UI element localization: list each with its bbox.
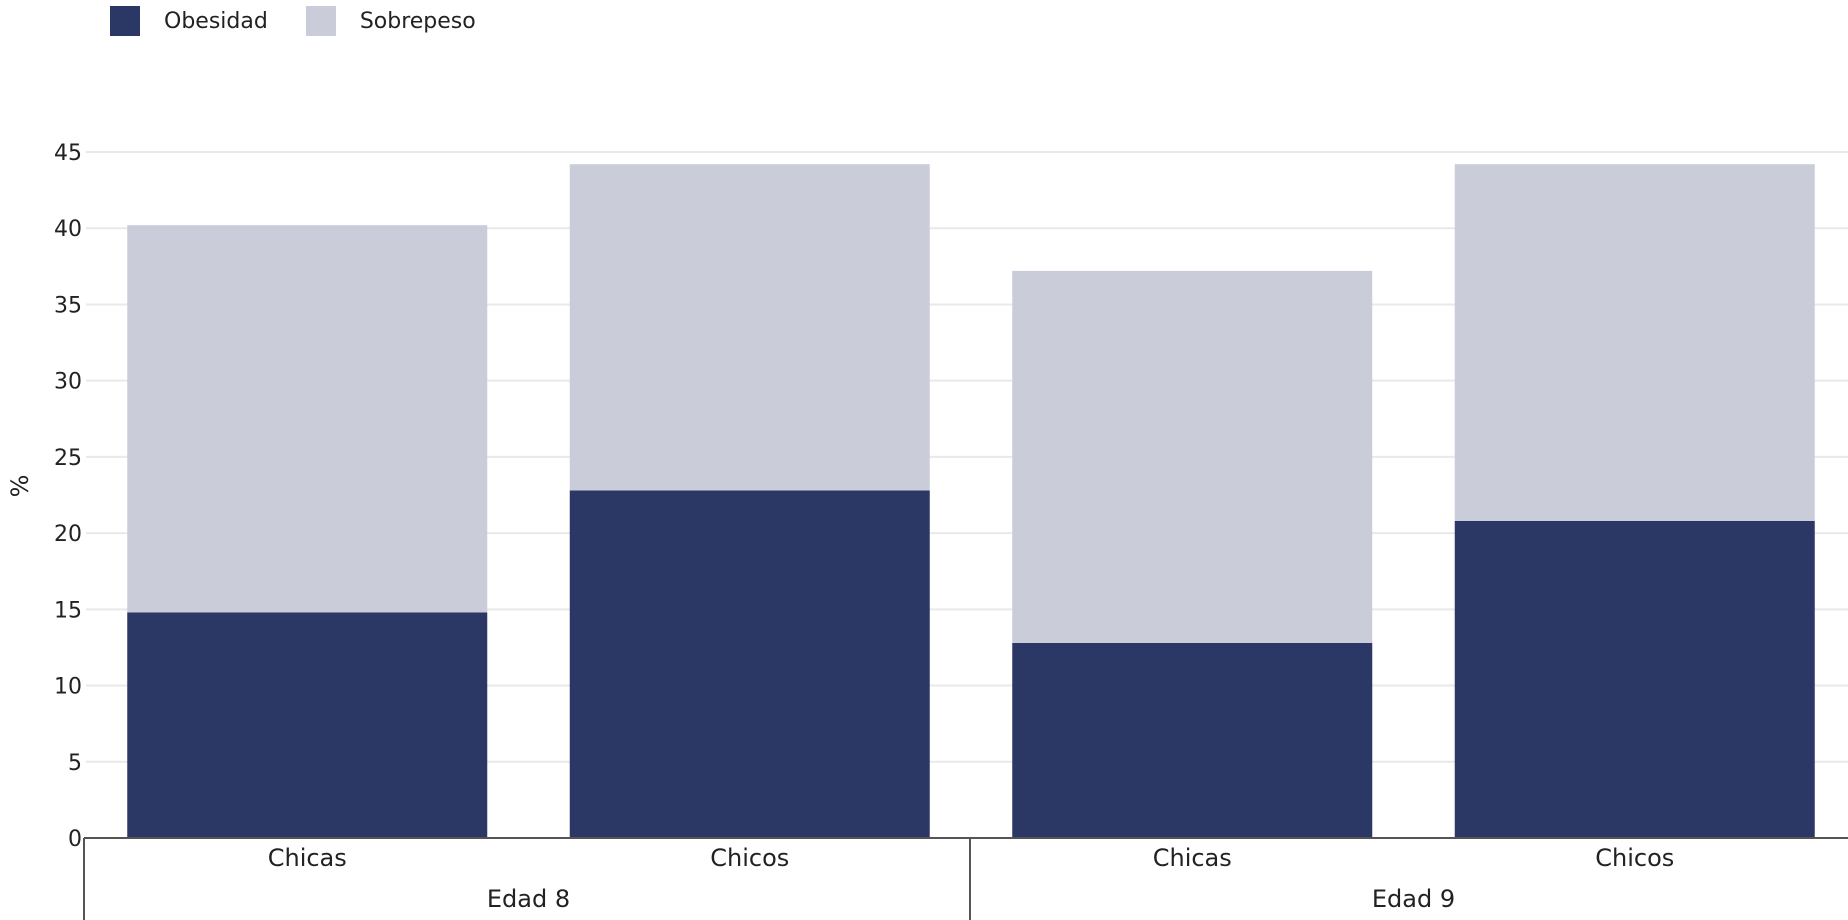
x-tick-label: Chicos <box>710 844 789 872</box>
bar-sobrepeso[interactable] <box>127 225 488 613</box>
y-tick-label: 35 <box>54 293 82 318</box>
bar-sobrepeso[interactable] <box>1012 270 1373 643</box>
y-tick-label: 40 <box>54 217 82 242</box>
y-tick-label: 20 <box>54 522 82 547</box>
legend: Obesidad Sobrepeso <box>110 6 476 36</box>
y-tick-label: 30 <box>54 370 82 395</box>
legend-label-sobrepeso: Sobrepeso <box>359 8 476 34</box>
legend-swatch-obesidad <box>110 6 140 36</box>
bar-obesidad[interactable] <box>569 490 930 838</box>
x-tick-label: Chicos <box>1595 844 1674 872</box>
group-label: Edad 9 <box>1372 885 1455 913</box>
bar-sobrepeso[interactable] <box>1454 164 1815 521</box>
y-tick-label: 5 <box>68 751 82 776</box>
x-tick-label: Chicas <box>268 844 347 872</box>
bar-obesidad[interactable] <box>1454 520 1815 838</box>
legend-swatch-sobrepeso <box>305 6 336 36</box>
bar-obesidad[interactable] <box>1012 642 1373 838</box>
legend-item-sobrepeso[interactable]: Sobrepeso <box>305 6 476 36</box>
bar-obesidad[interactable] <box>127 612 488 838</box>
y-tick-label: 25 <box>54 446 82 471</box>
group-label: Edad 8 <box>487 885 570 913</box>
legend-label-obesidad: Obesidad <box>164 8 268 34</box>
x-tick-label: Chicas <box>1153 844 1232 872</box>
y-axis-label: % <box>6 475 34 498</box>
y-tick-label: 10 <box>54 675 82 700</box>
legend-item-obesidad[interactable]: Obesidad <box>110 6 268 36</box>
y-tick-label: 0 <box>68 827 82 852</box>
bar-sobrepeso[interactable] <box>569 164 930 491</box>
bars-layer <box>127 164 1815 838</box>
y-tick-label: 45 <box>54 141 82 166</box>
y-tick-label: 15 <box>54 598 82 623</box>
axis-layer: 0 5 10 15 20 25 30 35 40 45 Chicas Chicos Chicas Chic… <box>54 141 1848 920</box>
